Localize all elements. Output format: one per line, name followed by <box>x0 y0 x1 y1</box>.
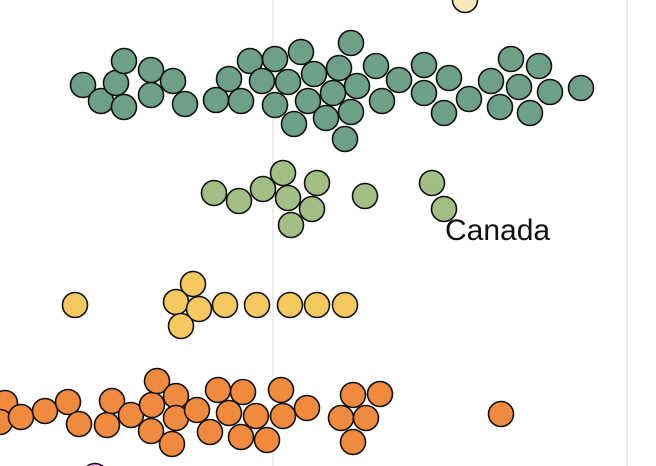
dot-series-3-6 <box>303 169 331 197</box>
dot-series-5-16 <box>183 396 211 424</box>
dot-series-2-16 <box>261 91 289 119</box>
annotation-label-canada: Canada <box>445 214 550 247</box>
dot-series-5-13 <box>158 430 186 458</box>
dot-series-5-10 <box>138 391 166 419</box>
dot-series-5-5 <box>54 388 82 416</box>
dot-series-3-1 <box>200 179 228 207</box>
dot-series-2-26 <box>337 29 365 57</box>
dot-series-5-25 <box>269 402 297 430</box>
dot-series-1-1 <box>451 0 479 14</box>
dot-series-2-24 <box>325 54 353 82</box>
dot-series-5-4 <box>31 397 59 425</box>
dots-layer <box>0 0 595 466</box>
dot-series-5-30 <box>339 428 367 456</box>
dot-series-2-21 <box>300 60 328 88</box>
dot-series-2-4 <box>110 47 138 75</box>
dot-series-2-5 <box>110 93 138 121</box>
dot-series-2-18 <box>280 110 308 138</box>
dot-series-5-27 <box>327 404 355 432</box>
dot-series-2-6 <box>137 56 165 84</box>
dot-series-2-41 <box>516 99 544 127</box>
dot-series-4-6 <box>211 291 239 319</box>
dot-series-3-4 <box>269 159 297 187</box>
labels-layer: Canada <box>445 214 550 247</box>
dot-series-5-3 <box>7 403 35 431</box>
dot-series-5-7 <box>93 411 121 439</box>
dot-series-4-5 <box>167 312 195 340</box>
dot-series-4-9 <box>303 291 331 319</box>
dot-series-2-40 <box>505 73 533 101</box>
dot-series-5-11 <box>143 367 171 395</box>
dot-series-2-34 <box>430 99 458 127</box>
dot-series-5-23 <box>253 426 281 454</box>
dot-series-5-31 <box>366 380 394 408</box>
dot-series-5-22 <box>242 402 270 430</box>
dot-series-5-6 <box>65 410 93 438</box>
dot-series-5-18 <box>204 376 232 404</box>
dot-series-2-31 <box>385 66 413 94</box>
dot-series-5-24 <box>267 376 295 404</box>
dot-series-2-37 <box>477 67 505 95</box>
dot-series-2-28 <box>337 98 365 126</box>
dot-series-5-29 <box>352 404 380 432</box>
dot-series-2-36 <box>455 85 483 113</box>
dot-series-3-11 <box>430 195 458 223</box>
dot-series-2-25 <box>331 125 359 153</box>
dot-series-5-17 <box>196 418 224 446</box>
dot-series-2-12 <box>227 87 255 115</box>
dot-series-5-12 <box>137 417 165 445</box>
dot-series-2-33 <box>410 79 438 107</box>
dot-series-2-43 <box>536 78 564 106</box>
dot-series-2-20 <box>294 87 322 115</box>
dot-series-2-8 <box>159 67 187 95</box>
dot-series-2-1 <box>69 71 97 99</box>
dot-series-5-28 <box>339 381 367 409</box>
dot-series-2-7 <box>137 81 165 109</box>
dot-series-4-7 <box>243 291 271 319</box>
dot-series-4-10 <box>331 291 359 319</box>
dot-series-2-14 <box>248 67 276 95</box>
dot-series-5-8 <box>98 387 126 415</box>
dot-series-3-2 <box>225 187 253 215</box>
dot-series-2-9 <box>171 90 199 118</box>
dot-series-4-8 <box>276 291 304 319</box>
dot-series-2-15 <box>261 45 289 73</box>
dot-series-3-3 <box>249 175 277 203</box>
dot-series-5-26 <box>293 394 321 422</box>
dot-series-4-3 <box>162 288 190 316</box>
dot-series-2-38 <box>486 93 514 121</box>
dot-series-3-9 <box>351 182 379 210</box>
dot-series-3-5 <box>274 184 302 212</box>
dot-series-2-27 <box>343 72 371 100</box>
dot-series-2-35 <box>435 64 463 92</box>
dot-series-2-11 <box>215 65 243 93</box>
dot-series-2-39 <box>497 45 525 73</box>
dot-series-3-10 <box>418 169 446 197</box>
dot-series-3-8 <box>277 211 305 239</box>
dot-series-2-19 <box>287 38 315 66</box>
dot-series-4-2 <box>179 270 207 298</box>
dot-series-5-21 <box>227 423 255 451</box>
dot-series-2-17 <box>274 68 302 96</box>
dot-series-3-7 <box>298 195 326 223</box>
dot-series-2-23 <box>319 79 347 107</box>
dot-series-5-32 <box>487 400 515 428</box>
dot-series-2-30 <box>368 87 396 115</box>
dot-series-2-22 <box>312 104 340 132</box>
dot-series-4-4 <box>185 295 213 323</box>
dot-series-4-1 <box>61 291 89 319</box>
dot-series-2-44 <box>567 74 595 102</box>
dot-series-6-1 <box>86 462 104 466</box>
dot-series-5-20 <box>229 378 257 406</box>
dot-series-2-29 <box>362 52 390 80</box>
dot-series-5-19 <box>215 399 243 427</box>
dot-series-2-42 <box>525 52 553 80</box>
dot-series-2-32 <box>410 51 438 79</box>
